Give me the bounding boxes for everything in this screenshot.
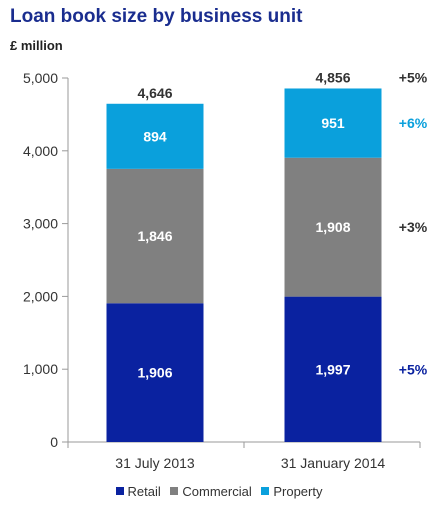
x-tick-label: 31 July 2013 — [115, 455, 195, 471]
bar-segment-property — [284, 88, 382, 158]
legend: Retail Commercial Property — [0, 484, 438, 499]
legend-swatch-commercial — [170, 487, 179, 495]
data-label-commercial: 1,846 — [137, 228, 172, 244]
y-tick-label: 0 — [50, 434, 58, 450]
legend-swatch-property — [261, 487, 270, 495]
bar-segment-retail — [284, 296, 382, 442]
data-label-property: 894 — [143, 128, 167, 144]
bar-segment-commercial — [106, 168, 204, 304]
total-label: 4,646 — [137, 85, 172, 101]
legend-label-property: Property — [273, 484, 323, 499]
y-tick-label: 1,000 — [23, 361, 58, 377]
growth-label-total: +5% — [399, 69, 428, 85]
legend-item-retail: Retail — [115, 484, 161, 499]
chart-title: Loan book size by business unit — [10, 6, 303, 27]
legend-item-property: Property — [261, 484, 322, 499]
data-label-retail: 1,997 — [315, 361, 350, 377]
growth-label-commercial: +3% — [399, 219, 428, 235]
legend-swatch-retail — [115, 487, 124, 495]
bar-segment-property — [106, 103, 204, 169]
x-tick-label: 31 January 2014 — [281, 455, 386, 471]
data-label-property: 951 — [321, 115, 345, 131]
data-label-commercial: 1,908 — [315, 219, 350, 235]
legend-item-commercial: Commercial — [170, 484, 252, 499]
y-tick-label: 5,000 — [23, 70, 58, 86]
bar-segment-commercial — [284, 157, 382, 297]
y-tick-label: 2,000 — [23, 288, 58, 304]
growth-label-property: +6% — [399, 115, 428, 131]
y-tick-label: 4,000 — [23, 143, 58, 159]
legend-label-commercial: Commercial — [182, 484, 252, 499]
stacked-bar-chart: 0 1,000 2,000 3,000 4,000 5,000 1,906 1,846 894 4… — [23, 69, 428, 471]
y-tick-label: 3,000 — [23, 216, 58, 232]
bar-segment-retail — [106, 303, 204, 442]
y-axis-unit-label: £ million — [10, 38, 63, 53]
total-label: 4,856 — [315, 69, 350, 85]
data-label-retail: 1,906 — [137, 365, 172, 381]
growth-label-retail: +5% — [399, 361, 428, 377]
legend-label-retail: Retail — [127, 484, 161, 499]
